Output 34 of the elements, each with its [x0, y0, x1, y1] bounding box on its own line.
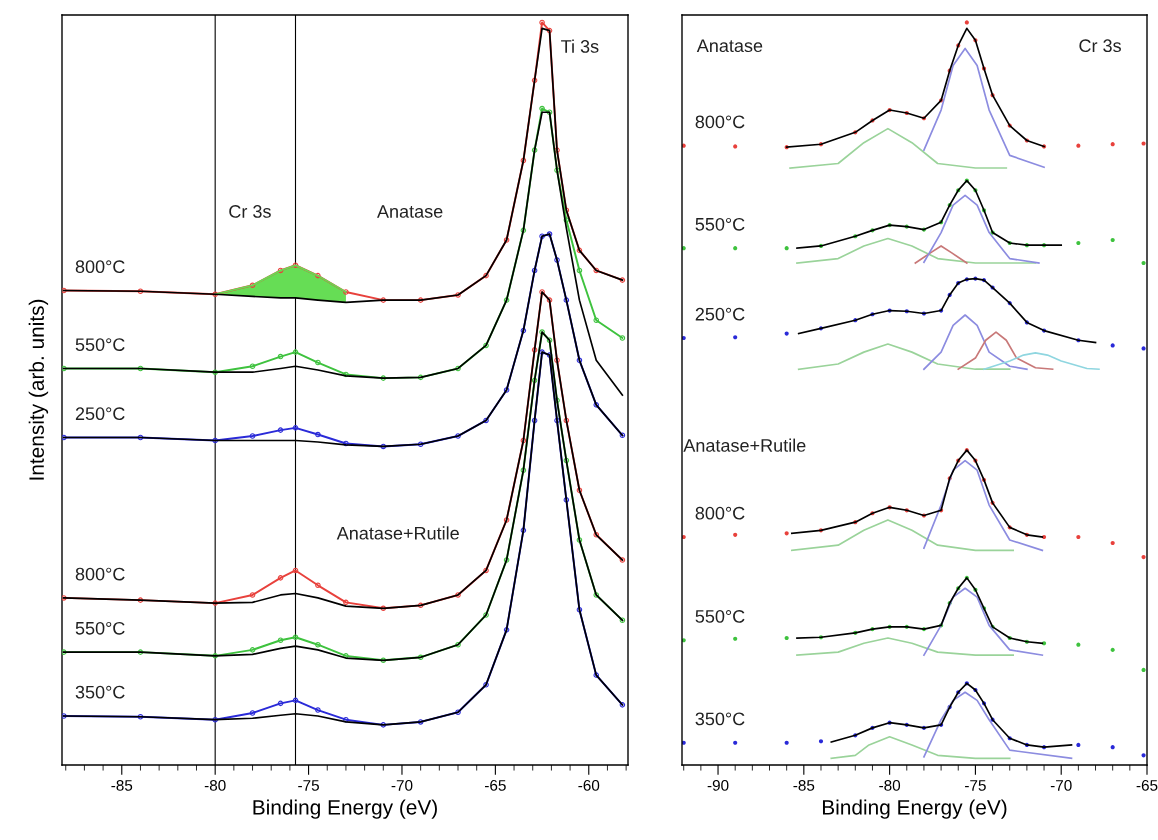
x-tick-label: -75	[965, 780, 986, 791]
series-label: 800°C	[695, 506, 745, 520]
x-tick-label: -65	[485, 779, 506, 791]
x-tick-label: -85	[111, 779, 133, 791]
annotation: Anatase	[377, 205, 443, 218]
x-tick-label: -90	[707, 779, 729, 791]
x-tick-label: -75	[298, 780, 319, 791]
series-label: 800°C	[75, 567, 125, 581]
x-tick-label: -60	[578, 779, 600, 791]
x-axis-title: Binding Energy (eV)	[253, 799, 437, 819]
series-label: 550°C	[75, 338, 125, 352]
series-label: 250°C	[75, 407, 125, 421]
series-label: 250°C	[695, 307, 745, 321]
series-label: 350°C	[695, 712, 745, 726]
x-tick-label: -65	[1136, 779, 1158, 791]
y-axis-title: Intensity (arb. units)	[28, 299, 49, 480]
series-label: 550°C	[695, 217, 745, 231]
series-label: 800°C	[75, 260, 125, 274]
annotation: Ti 3s	[561, 39, 599, 53]
x-tick-label: -80	[879, 779, 901, 791]
series-label: 550°C	[75, 621, 125, 635]
annotation: Anatase+Rutile	[683, 438, 806, 452]
x-axis-title: Binding Energy (eV)	[822, 799, 1007, 819]
series-label: 350°C	[75, 685, 125, 699]
x-tick-label: -85	[793, 779, 815, 791]
series-label: 800°C	[695, 115, 745, 129]
x-tick-label: -70	[1050, 779, 1072, 791]
annotation: Cr 3s	[229, 205, 271, 218]
series-label: 550°C	[695, 610, 745, 623]
x-tick-label: -70	[391, 779, 413, 791]
annotation: Anatase	[696, 39, 763, 53]
x-tick-label: -80	[204, 779, 226, 791]
annotation: Cr 3s	[1079, 39, 1121, 53]
annotation: Anatase+Rutile	[336, 526, 459, 540]
